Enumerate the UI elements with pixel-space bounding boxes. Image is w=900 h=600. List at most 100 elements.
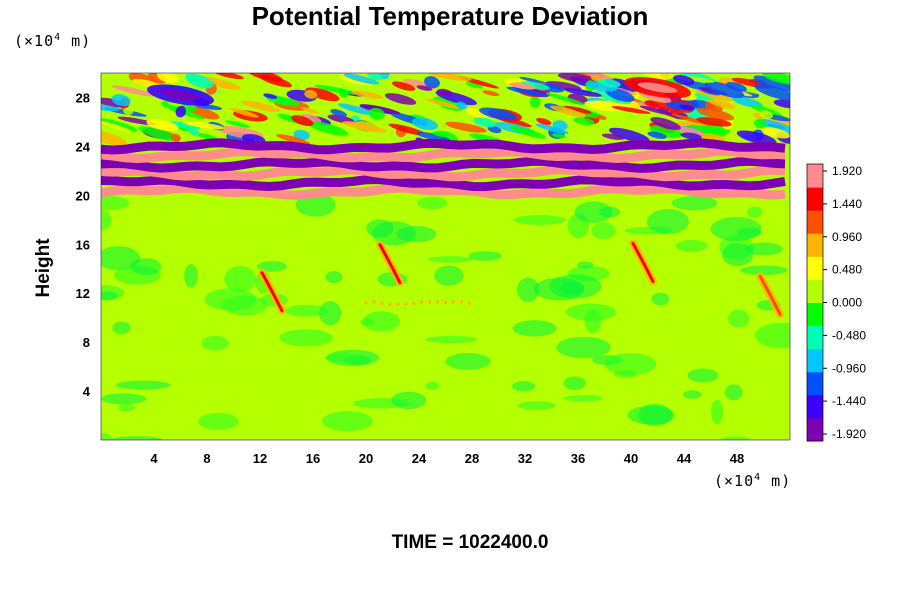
wave-blob [428,73,472,81]
speckle [420,300,424,304]
y-tick-label: 8 [83,335,90,350]
wave-blob [760,126,790,139]
field-texture [362,311,400,332]
wave-blob [138,126,181,142]
wave-blob [563,105,592,114]
field-texture [711,399,724,424]
stratified-layer [101,146,786,164]
chart-title: Potential Temperature Deviation [251,1,649,31]
field-texture [724,384,743,401]
wave-blob [416,132,451,142]
wave-blob [645,100,680,112]
wave-blob [101,128,130,135]
field-texture [746,206,763,218]
y-unit-exponent: 4 [54,32,62,43]
y-tick-label: 4 [83,384,91,399]
wave-blob [225,120,250,128]
wave-blob [111,94,131,107]
field-texture [101,195,130,211]
wave-blob [336,80,356,91]
x-unit-suffix: m) [761,472,792,490]
field-texture [204,288,256,311]
x-tick-label: 48 [730,451,744,466]
wave-blob [601,133,625,140]
wave-blob [573,117,595,126]
field-texture [512,381,536,392]
x-tick-label: 44 [677,451,692,466]
wave-blob [584,100,620,112]
field-texture [425,381,440,390]
wave-blob [611,106,651,114]
colorbar-tick-label: 1.440 [832,197,862,211]
field-texture [728,309,750,328]
wave-blob [535,123,569,135]
wave-blob [304,89,318,99]
wave-blob [166,121,200,130]
wave-blob [343,73,380,85]
wave-blob [696,117,732,127]
wave-blob [412,117,438,131]
field-texture [651,292,670,306]
x-tick-label: 8 [203,451,210,466]
anomaly-blob-core [637,82,678,93]
wave-blob [536,117,552,125]
wave-blob [757,119,790,135]
y-tick-label: 20 [76,188,90,203]
speckle [396,302,400,306]
stratified-layer [101,138,786,155]
anomaly-streak [260,271,284,313]
field-texture [574,201,613,223]
field-texture [295,193,336,217]
field-texture [720,436,751,440]
wave-blob [465,82,483,89]
field-texture [514,215,566,225]
field-texture [319,301,342,326]
x-tick-label: 20 [359,451,373,466]
x-tick-label: 24 [412,451,427,466]
wave-blob [182,121,225,130]
field-texture [322,411,373,432]
speckle [380,301,384,305]
wave-blob [170,133,181,143]
colorbar-tick-label: -0.480 [832,328,866,342]
colorbar-tick-label: 0.960 [832,230,862,244]
wave-blob [307,121,349,136]
field-texture [675,239,708,252]
wave-blob [732,96,763,108]
field-texture [391,391,427,409]
field-texture [279,329,333,347]
wave-blob [368,107,385,120]
wave-blob [509,82,537,90]
wave-blob [647,131,667,139]
wave-blob [753,75,790,92]
field-texture [745,242,783,256]
field-texture [563,395,603,402]
colorbar-tick-label: 0.480 [832,263,862,277]
wave-blob [605,88,635,102]
stratified-layer [101,165,786,182]
wave-blob [506,86,548,97]
colorbar-tick-label: 0.000 [832,296,862,310]
speckle [467,301,471,306]
y-axis-unit: (×104 m) [14,32,91,50]
colorbar-tick-label: -0.960 [832,361,866,375]
x-unit-exponent: 4 [754,472,762,483]
stratified-layer [101,174,786,192]
field-texture [737,227,762,238]
colorbar-swatch [807,394,823,419]
y-tick-label: 16 [76,237,90,252]
wave-blob [545,92,585,105]
field-texture [284,304,329,317]
plot-frame [100,72,791,441]
field-texture [324,353,366,363]
wave-blob [487,125,502,134]
field-texture [682,390,702,399]
wave-blob [557,73,599,84]
x-tick-label: 40 [624,451,638,466]
wave-blob [473,117,497,128]
wave-blob [754,84,790,101]
colorbar-swatch [807,279,823,303]
x-tick-label: 4 [150,451,158,466]
field-texture [722,242,754,267]
